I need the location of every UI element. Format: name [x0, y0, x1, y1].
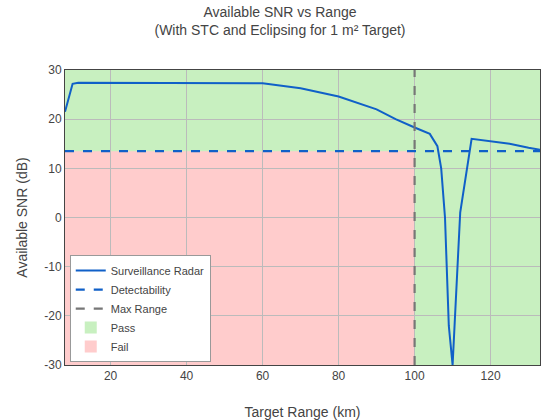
svg-text:60: 60: [256, 369, 270, 383]
svg-text:-20: -20: [44, 309, 62, 323]
svg-text:40: 40: [180, 369, 194, 383]
svg-text:20: 20: [48, 112, 62, 126]
svg-text:Target Range (km): Target Range (km): [245, 404, 361, 420]
svg-text:0: 0: [55, 211, 62, 225]
svg-text:120: 120: [481, 369, 501, 383]
svg-text:10: 10: [48, 162, 62, 176]
svg-text:Max Range: Max Range: [111, 303, 167, 315]
svg-text:30: 30: [48, 63, 62, 77]
svg-text:100: 100: [405, 369, 425, 383]
svg-text:-10: -10: [44, 260, 62, 274]
svg-text:-30: -30: [44, 358, 62, 372]
svg-text:Available SNR (dB): Available SNR (dB): [14, 157, 30, 277]
svg-text:Surveillance Radar: Surveillance Radar: [111, 265, 204, 277]
svg-text:Pass: Pass: [111, 322, 136, 334]
svg-text:Detectability: Detectability: [111, 284, 171, 296]
svg-text:80: 80: [332, 369, 346, 383]
svg-text:20: 20: [104, 369, 118, 383]
svg-text:Available SNR vs Range(With ST: Available SNR vs Range(With STC and Ecli…: [154, 4, 405, 38]
svg-text:Fail: Fail: [111, 341, 129, 353]
